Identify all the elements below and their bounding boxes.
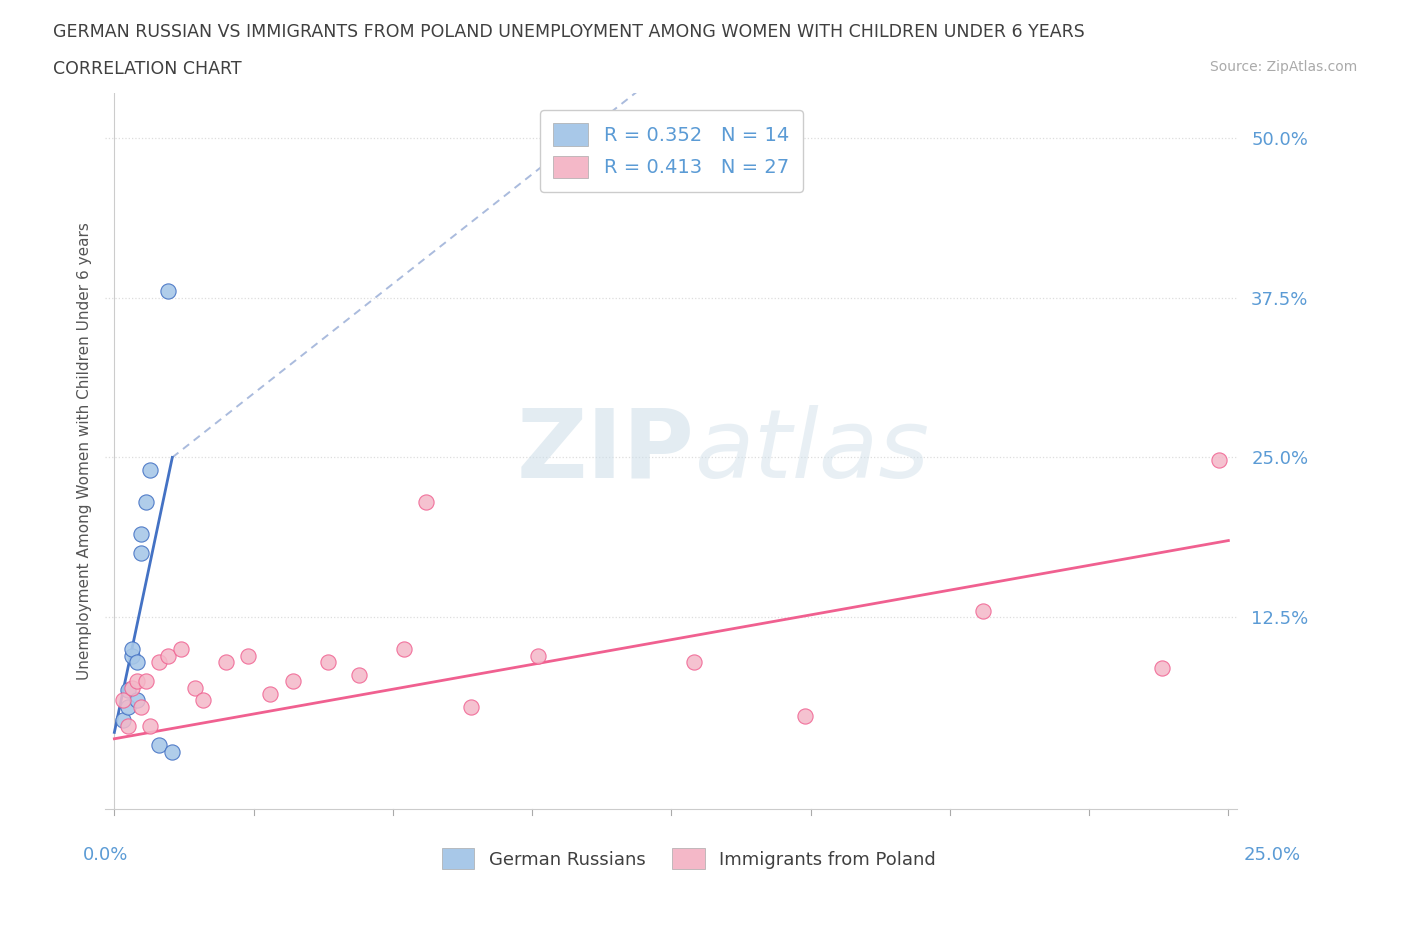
Point: [281, 673, 304, 688]
Point: [135, 495, 157, 510]
Point: [112, 712, 135, 727]
Text: ZIP: ZIP: [516, 405, 695, 498]
Point: [170, 642, 193, 657]
Point: [117, 719, 139, 734]
Point: [215, 655, 238, 670]
Point: [526, 648, 548, 663]
Point: [148, 655, 170, 670]
Point: [682, 655, 704, 670]
Point: [117, 683, 139, 698]
Point: [1150, 661, 1173, 676]
Point: [121, 642, 143, 657]
Text: CORRELATION CHART: CORRELATION CHART: [53, 60, 242, 78]
Point: [121, 648, 143, 663]
Point: [156, 648, 179, 663]
Legend: R = 0.352   N = 14, R = 0.413   N = 27: R = 0.352 N = 14, R = 0.413 N = 27: [540, 110, 803, 192]
Point: [794, 709, 817, 724]
Point: [236, 648, 259, 663]
Point: [129, 546, 152, 561]
Point: [156, 284, 179, 299]
Point: [162, 744, 184, 759]
Point: [129, 699, 152, 714]
Text: Source: ZipAtlas.com: Source: ZipAtlas.com: [1209, 60, 1357, 74]
Point: [125, 693, 148, 708]
Y-axis label: Unemployment Among Women with Children Under 6 years: Unemployment Among Women with Children U…: [76, 222, 91, 680]
Point: [125, 673, 148, 688]
Point: [259, 686, 281, 701]
Point: [183, 680, 205, 695]
Point: [392, 642, 415, 657]
Point: [139, 463, 162, 478]
Point: [121, 680, 143, 695]
Text: atlas: atlas: [695, 405, 929, 498]
Point: [148, 737, 170, 752]
Point: [972, 604, 994, 618]
Point: [112, 693, 135, 708]
Point: [193, 693, 215, 708]
Point: [349, 668, 371, 683]
Point: [125, 655, 148, 670]
Point: [139, 719, 162, 734]
Point: [316, 655, 339, 670]
Point: [135, 673, 157, 688]
Point: [460, 699, 482, 714]
Point: [1208, 453, 1230, 468]
Point: [117, 699, 139, 714]
Legend: German Russians, Immigrants from Poland: German Russians, Immigrants from Poland: [434, 841, 943, 876]
Text: 25.0%: 25.0%: [1244, 846, 1301, 864]
Point: [415, 495, 437, 510]
Text: GERMAN RUSSIAN VS IMMIGRANTS FROM POLAND UNEMPLOYMENT AMONG WOMEN WITH CHILDREN : GERMAN RUSSIAN VS IMMIGRANTS FROM POLAND…: [53, 23, 1085, 41]
Point: [129, 526, 152, 541]
Text: 0.0%: 0.0%: [83, 846, 128, 864]
